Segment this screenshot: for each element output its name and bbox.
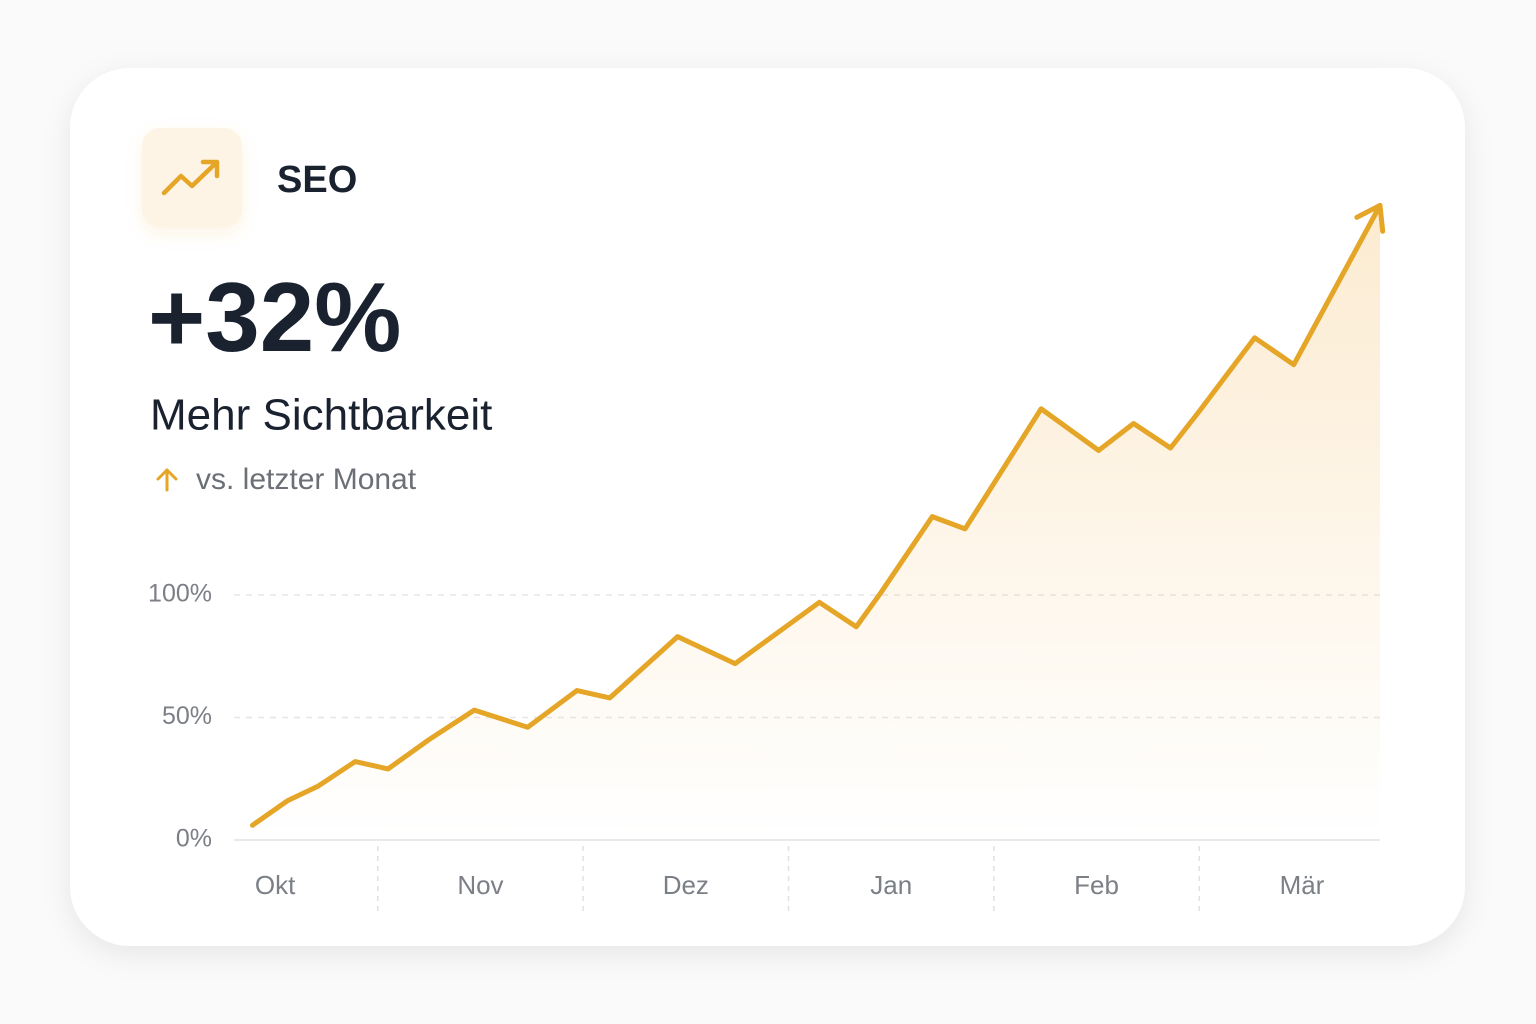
y-tick-label: 100% — [148, 580, 212, 608]
card-title: SEO — [277, 159, 357, 201]
kpi-label: Mehr Sichtbarkeit — [150, 391, 492, 440]
x-tick-label: Dez — [663, 870, 709, 900]
trend-icon — [161, 159, 220, 196]
kpi-value: +32% — [148, 262, 401, 372]
y-tick-label: 0% — [176, 825, 212, 853]
x-tick-label: Feb — [1074, 870, 1119, 900]
x-tick-label: Nov — [457, 870, 503, 900]
x-tick-label: Mär — [1280, 870, 1325, 900]
arrow-head — [1354, 202, 1386, 234]
up-arrow — [156, 468, 178, 492]
comparison: vs. letzter Monat — [196, 463, 417, 496]
x-tick-label: Jan — [870, 870, 912, 900]
area — [252, 205, 1380, 840]
icon-box — [142, 128, 242, 228]
line — [249, 202, 1383, 828]
x-tick-label: Okt — [255, 870, 296, 900]
y-tick-label: 50% — [162, 702, 212, 730]
